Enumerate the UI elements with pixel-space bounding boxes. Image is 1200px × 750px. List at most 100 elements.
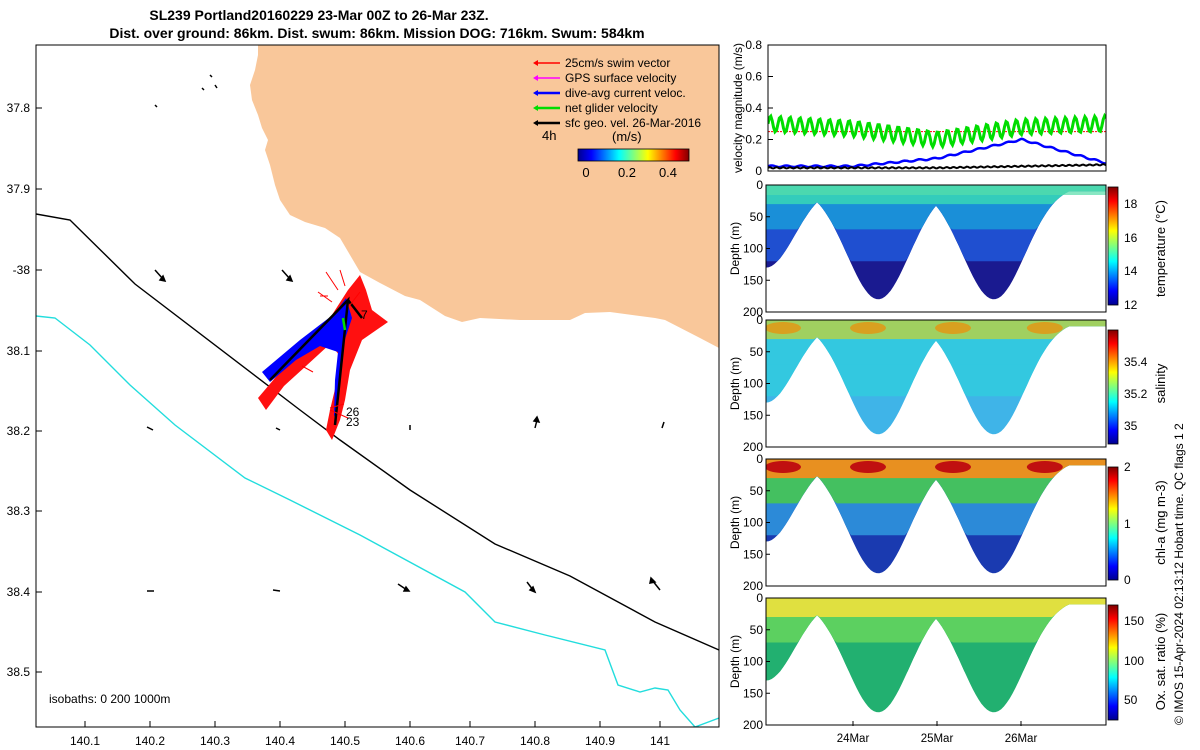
- time-tick-label: 25Mar: [921, 733, 954, 745]
- colorbar-tick-label: 0.4: [659, 165, 677, 180]
- depth-axis-label: Depth (m): [728, 496, 742, 549]
- colorbar-tick-label: 14: [1124, 264, 1138, 278]
- salinity-colorbar: [1107, 329, 1119, 445]
- map-frame: [35, 44, 720, 728]
- oxygen-section-band: [766, 598, 1106, 617]
- map-x-tick-label: 140.2: [135, 734, 165, 748]
- current-band: [262, 298, 352, 420]
- legend-label: net glider velocity: [565, 101, 658, 115]
- chla-surface-patch: [935, 461, 971, 473]
- depth-tick-label: 0: [756, 452, 763, 466]
- legend-arrowhead: [533, 60, 538, 66]
- salinity-surface-patch: [1026, 322, 1063, 334]
- depth-axis-label: Depth (m): [728, 357, 742, 410]
- velocity-series-line: [768, 163, 1106, 170]
- map-x-tick-label: 140.7: [455, 734, 485, 748]
- salinity-surface-patch: [766, 322, 801, 334]
- colorbar-tick-label: 150: [1124, 614, 1144, 628]
- map-y-tick-label: -38: [13, 263, 31, 277]
- swim-vector-band: [258, 275, 388, 440]
- legend-arrowhead: [533, 120, 538, 126]
- map-panel: 7 26 23 140.1 140.2 140.3 140.4 140.5 140.6 14…: [7, 44, 720, 748]
- time-axis: 24Mar 25Mar 26Mar: [837, 721, 1038, 745]
- chla-colorbar-label: chl-a (mg m-3): [1153, 480, 1168, 565]
- colorbar-tick-label: 0: [1124, 573, 1131, 587]
- depth-tick-label: 200: [743, 440, 763, 454]
- chla-colorbar: [1107, 466, 1119, 581]
- track-label-26: 26: [346, 405, 360, 419]
- colorbar-tick-label: 35.4: [1124, 355, 1148, 369]
- map-x-ticks: 140.1 140.2 140.3 140.4 140.5 140.6 140.7 140.8…: [70, 721, 670, 748]
- isobaths-label: isobaths: 0 200 1000m: [49, 692, 170, 706]
- map-y-tick-label: 37.8: [7, 101, 31, 115]
- track-line: [269, 296, 363, 426]
- depth-tick-label: 150: [743, 686, 763, 700]
- velocity-series-line: [768, 112, 1106, 151]
- temperature-panel: 0 50 100 150 200 Depth (m) 12 14 16 18 temperature…: [728, 178, 1168, 319]
- track-label-23: 23: [346, 415, 360, 429]
- velocity-y-tick-label: 0.8: [745, 38, 762, 52]
- map-x-tick-label: 140.5: [330, 734, 360, 748]
- track-label-7: 7: [361, 308, 368, 322]
- depth-tick-label: 50: [750, 623, 764, 637]
- salinity-surface-patch: [935, 322, 971, 334]
- map-y-ticks: 37.8 37.9 -38 38.1 38.2 38.3 38.4 38.5: [7, 101, 42, 679]
- colorbar-tick-label: 50: [1124, 693, 1138, 707]
- colorbar-tick-label: 12: [1124, 298, 1138, 312]
- salinity-colorbar-label: salinity: [1153, 363, 1168, 403]
- map-y-tick-label: 38.2: [7, 424, 31, 438]
- depth-tick-label: 200: [743, 305, 763, 319]
- colorbar-tick-label: 16: [1124, 231, 1138, 245]
- depth-tick-label: 0: [756, 313, 763, 327]
- map-y-tick-label: 38.1: [7, 344, 31, 358]
- depth-tick-label: 200: [743, 718, 763, 732]
- velocity-ylabel: velocity magnitude (m/s): [731, 43, 745, 173]
- depth-tick-label: 150: [743, 408, 763, 422]
- legend-arrowhead: [533, 105, 538, 111]
- isobath-200: [36, 213, 719, 651]
- chla-surface-patch: [1026, 461, 1063, 473]
- chla-panel: 0 50 100 150 200 Depth (m) 0 1 2 chl-a (mg m-3): [728, 452, 1168, 593]
- land-polygon: [250, 45, 719, 348]
- salinity-surface-patch: [850, 322, 886, 334]
- map-x-tick-label: 140.4: [265, 734, 295, 748]
- depth-tick-label: 0: [756, 178, 763, 192]
- legend-arrowhead: [533, 75, 538, 81]
- legend-label: 25cm/s swim vector: [565, 56, 670, 70]
- time-step-label: 4h: [542, 128, 556, 143]
- geostrophic-arrows: [146, 74, 665, 594]
- footer-credit: © IMOS 15-Apr-2024 02:13:12 Hobart time.…: [1172, 423, 1186, 725]
- depth-tick-label: 100: [743, 655, 763, 669]
- chla-surface-patch: [766, 461, 801, 473]
- oxygen-panel: 0 50 100 150 200 Depth (m) 50 100 150 Ox. sat. ra…: [728, 591, 1168, 732]
- legend-label: dive-avg current veloc.: [565, 86, 686, 100]
- time-tick-label: 24Mar: [837, 733, 870, 745]
- depth-tick-label: 0: [756, 591, 763, 605]
- map-y-tick-label: 38.3: [7, 504, 31, 518]
- map-y-tick-label: 37.9: [7, 182, 31, 196]
- map-x-tick-label: 140.3: [200, 734, 230, 748]
- colorbar-tick-label: 0: [582, 165, 589, 180]
- temperature-colorbar: [1107, 186, 1119, 306]
- isobath-1000: [36, 315, 719, 727]
- depth-tick-label: 150: [743, 547, 763, 561]
- oxygen-colorbar: [1107, 604, 1119, 721]
- oxygen-colorbar-label: Ox. sat. ratio (%): [1153, 613, 1168, 711]
- chla-surface-patch: [850, 461, 886, 473]
- map-x-tick-label: 141: [650, 734, 670, 748]
- depth-tick-label: 150: [743, 273, 763, 287]
- colorbar-tick-label: 1: [1124, 517, 1131, 531]
- velocity-frame: [767, 44, 1107, 172]
- time-tick-label: 26Mar: [1005, 733, 1038, 745]
- velocity-y-tick-label: 0.2: [745, 133, 762, 147]
- glider-track: [258, 269, 388, 440]
- legend-label: GPS surface velocity: [565, 71, 676, 85]
- chart-subtitle: Dist. over ground: 86km. Dist. swum: 86k…: [109, 25, 644, 41]
- colorbar-tick-label: 35.2: [1124, 387, 1148, 401]
- velocity-series-line: [768, 137, 1106, 169]
- colorbar-tick-label: 0.2: [618, 165, 636, 180]
- depth-tick-label: 50: [750, 210, 764, 224]
- colorbar-title: (m/s): [612, 129, 642, 144]
- salinity-panel: 0 50 100 150 200 Depth (m) 35 35.2 35.4 salinity: [728, 313, 1168, 454]
